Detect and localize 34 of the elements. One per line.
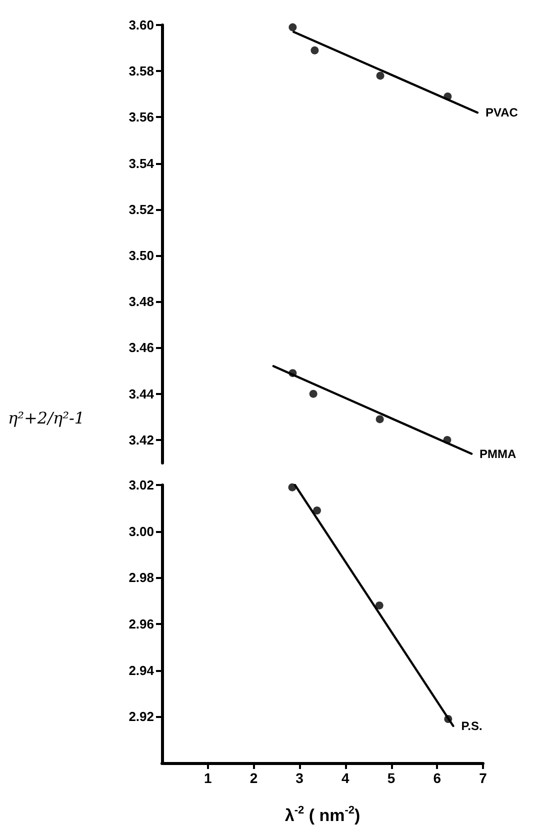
y-tick-label: 3.56 xyxy=(128,110,154,125)
y-tick-label: 3.60 xyxy=(128,18,154,32)
x-tick-label: 1 xyxy=(204,770,212,786)
y-tick-label: 3.50 xyxy=(128,248,154,264)
x-tick-label: 2 xyxy=(250,770,258,786)
x-tick-label: 5 xyxy=(387,770,396,786)
point xyxy=(313,506,321,514)
x-tick-label: 4 xyxy=(342,770,350,786)
y-tick-label: 2.96 xyxy=(128,616,154,632)
series-label: P.S. xyxy=(461,718,482,733)
x-tick-label: 7 xyxy=(479,770,488,786)
y-tick-label: 3.46 xyxy=(128,340,154,356)
y-tick-label: 2.94 xyxy=(128,662,155,678)
point xyxy=(376,72,384,80)
point xyxy=(288,23,297,32)
y-tick-label: 3.54 xyxy=(128,156,155,171)
y-tick-label: 3.42 xyxy=(128,432,154,448)
x-tick-label: 3 xyxy=(296,770,304,786)
series-label: PVAC xyxy=(485,106,518,120)
series-label: PMMA xyxy=(480,446,517,461)
y-tick-label: 3.00 xyxy=(128,524,154,539)
y-tick-label: 3.52 xyxy=(128,202,154,217)
y-tick-label: 3.48 xyxy=(128,294,154,310)
y-tick-label: 2.98 xyxy=(128,570,154,586)
point xyxy=(376,415,384,424)
y-tick-label: 3.44 xyxy=(128,386,155,402)
point xyxy=(375,601,384,610)
point xyxy=(310,46,319,54)
point xyxy=(309,390,318,398)
y-tick-label: 3.02 xyxy=(128,478,154,492)
y-tick-label: 2.92 xyxy=(128,709,154,724)
y-tick-label: 3.58 xyxy=(128,64,154,79)
y-axis-title: η²+2/η²-1 xyxy=(8,408,85,428)
x-tick-label: 6 xyxy=(433,770,442,786)
